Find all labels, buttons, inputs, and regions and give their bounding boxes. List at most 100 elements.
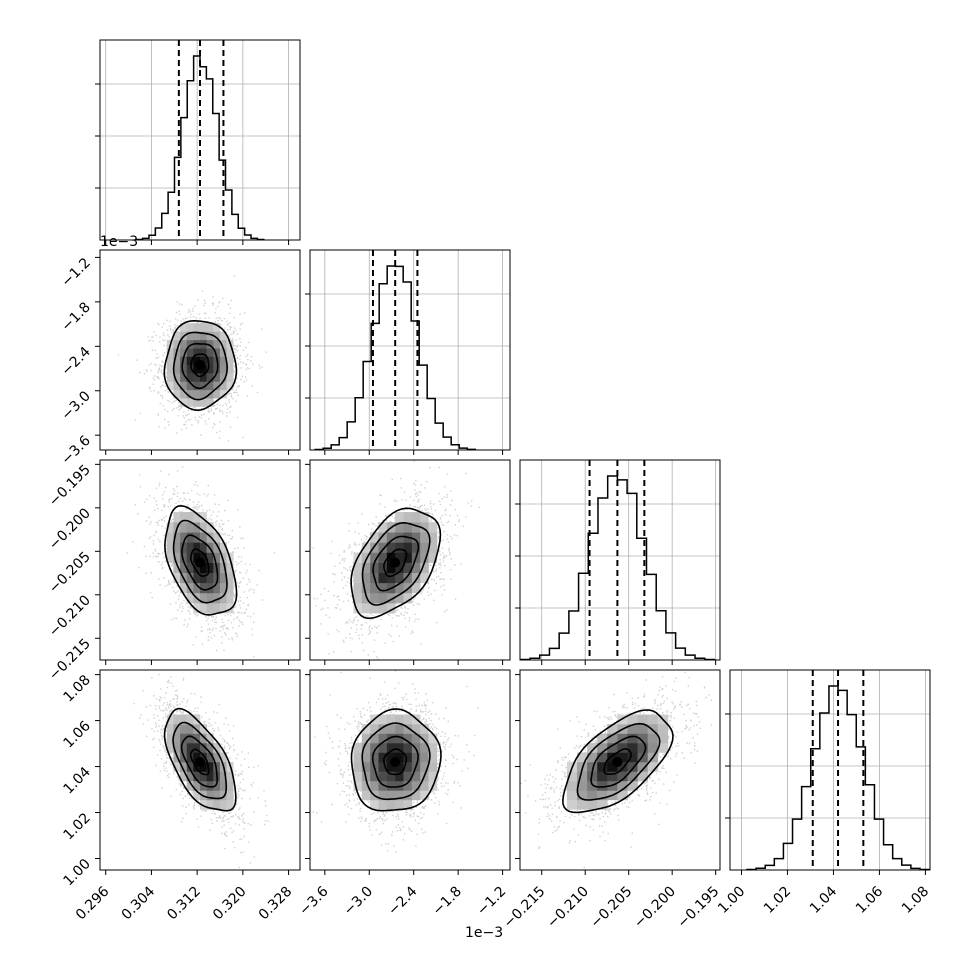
x-tick-label-2-0: −0.215 bbox=[501, 884, 549, 932]
density-cell bbox=[167, 542, 174, 552]
x-tick-label-3-2: 1.04 bbox=[807, 883, 840, 916]
x-tick-label-2-3: −0.200 bbox=[631, 884, 679, 932]
density-cell bbox=[187, 734, 194, 744]
density-cell bbox=[180, 522, 187, 532]
density-cell bbox=[597, 771, 607, 781]
density-cell bbox=[207, 323, 214, 332]
density-cell bbox=[173, 715, 180, 725]
density-cell bbox=[658, 724, 668, 734]
density-peak bbox=[390, 558, 400, 568]
panel-content bbox=[313, 652, 479, 852]
density-cell bbox=[379, 771, 388, 781]
y-offset-label: 1e−3 bbox=[100, 234, 138, 250]
density-cell bbox=[370, 734, 379, 744]
density-panel-3-2 bbox=[509, 665, 720, 875]
x-tick-label-0-3: 0.320 bbox=[210, 884, 250, 924]
density-peak bbox=[195, 558, 205, 568]
x-tick-label-0-2: 0.312 bbox=[164, 884, 204, 924]
x-offset-label: 1e−3 bbox=[465, 925, 503, 941]
density-cell bbox=[412, 752, 421, 762]
density-cell bbox=[370, 781, 379, 791]
x-tick-label-2-1: −0.210 bbox=[544, 884, 592, 932]
x-tick-label-0-1: 0.304 bbox=[119, 883, 159, 923]
density-cell bbox=[379, 542, 388, 552]
density-cell bbox=[180, 724, 187, 734]
density-peak bbox=[195, 757, 205, 767]
y-tick-label-2-2: −0.205 bbox=[46, 549, 94, 597]
density-cell bbox=[567, 781, 577, 791]
density-cell bbox=[567, 800, 577, 810]
x-tick-label-1-2: −2.4 bbox=[385, 883, 420, 918]
density-cell bbox=[200, 323, 207, 332]
density-panel-1-0 bbox=[95, 250, 300, 473]
density-cell bbox=[354, 752, 363, 762]
density-cell bbox=[648, 724, 658, 734]
y-tick-label-2-3: −0.200 bbox=[46, 505, 94, 553]
density-cell bbox=[412, 734, 421, 744]
density-cell bbox=[577, 771, 587, 781]
density-cell bbox=[567, 790, 577, 800]
panel-frame bbox=[520, 460, 720, 660]
x-tick-label-3-4: 1.08 bbox=[899, 884, 932, 917]
density-cell bbox=[220, 381, 227, 390]
density-cell bbox=[638, 715, 648, 725]
density-cell bbox=[587, 800, 597, 810]
density-cell bbox=[354, 743, 363, 753]
density-cell bbox=[395, 724, 404, 734]
density-cell bbox=[213, 583, 220, 593]
density-cell bbox=[404, 573, 413, 583]
density-cell bbox=[412, 542, 421, 552]
density-cell bbox=[187, 398, 194, 407]
density-panel-2-0 bbox=[95, 460, 300, 680]
density-cell bbox=[577, 800, 587, 810]
panel-content bbox=[509, 665, 712, 868]
x-tick-label-3-0: 1.00 bbox=[715, 884, 748, 917]
panel-content bbox=[313, 461, 480, 670]
density-cell bbox=[638, 743, 648, 753]
panel-frame bbox=[730, 670, 930, 870]
density-cell bbox=[412, 743, 421, 753]
density-cell bbox=[207, 348, 214, 357]
panel-frame bbox=[310, 250, 510, 450]
y-tick-label-1-3: −1.8 bbox=[58, 299, 93, 334]
y-tick-label-3-4: 1.08 bbox=[60, 672, 93, 705]
density-cell bbox=[648, 715, 658, 725]
y-tick-label-1-0: −3.6 bbox=[58, 433, 93, 468]
density-cell bbox=[362, 790, 371, 800]
y-tick-label-3-1: 1.02 bbox=[60, 810, 93, 843]
density-cell bbox=[628, 734, 638, 744]
y-tick-label-2-4: −0.195 bbox=[46, 462, 94, 510]
x-tick-label-3-3: 1.06 bbox=[853, 883, 886, 916]
density-cell bbox=[207, 603, 214, 613]
density-cell bbox=[420, 752, 429, 762]
y-tick-label-2-1: −0.210 bbox=[46, 592, 94, 640]
density-cell bbox=[395, 771, 404, 781]
density-peak bbox=[390, 757, 400, 767]
density-cell bbox=[220, 800, 227, 810]
density-peak bbox=[612, 757, 622, 767]
density-peak bbox=[195, 360, 205, 370]
density-panel-3-1 bbox=[305, 652, 510, 875]
density-cell bbox=[387, 800, 396, 810]
density-cell bbox=[227, 593, 234, 603]
density-cell bbox=[379, 800, 388, 810]
density-cell bbox=[420, 532, 429, 542]
density-cell bbox=[167, 365, 174, 374]
density-cell bbox=[379, 532, 388, 542]
density-cell bbox=[193, 390, 200, 399]
density-cell bbox=[362, 603, 371, 613]
x-tick-label-0-4: 0.328 bbox=[256, 884, 296, 924]
density-cell bbox=[370, 593, 379, 603]
panel-content bbox=[118, 276, 267, 473]
y-tick-label-1-2: −2.4 bbox=[58, 344, 93, 379]
density-cell bbox=[200, 603, 207, 613]
y-tick-label-1-1: −3.0 bbox=[58, 388, 93, 423]
density-cell bbox=[173, 512, 180, 522]
x-tick-label-2-2: −0.205 bbox=[588, 884, 636, 932]
density-cell bbox=[354, 573, 363, 583]
density-cell bbox=[395, 542, 404, 552]
x-tick-label-3-1: 1.02 bbox=[761, 884, 794, 917]
x-tick-label-1-4: −1.2 bbox=[474, 884, 509, 919]
density-cell bbox=[404, 715, 413, 725]
